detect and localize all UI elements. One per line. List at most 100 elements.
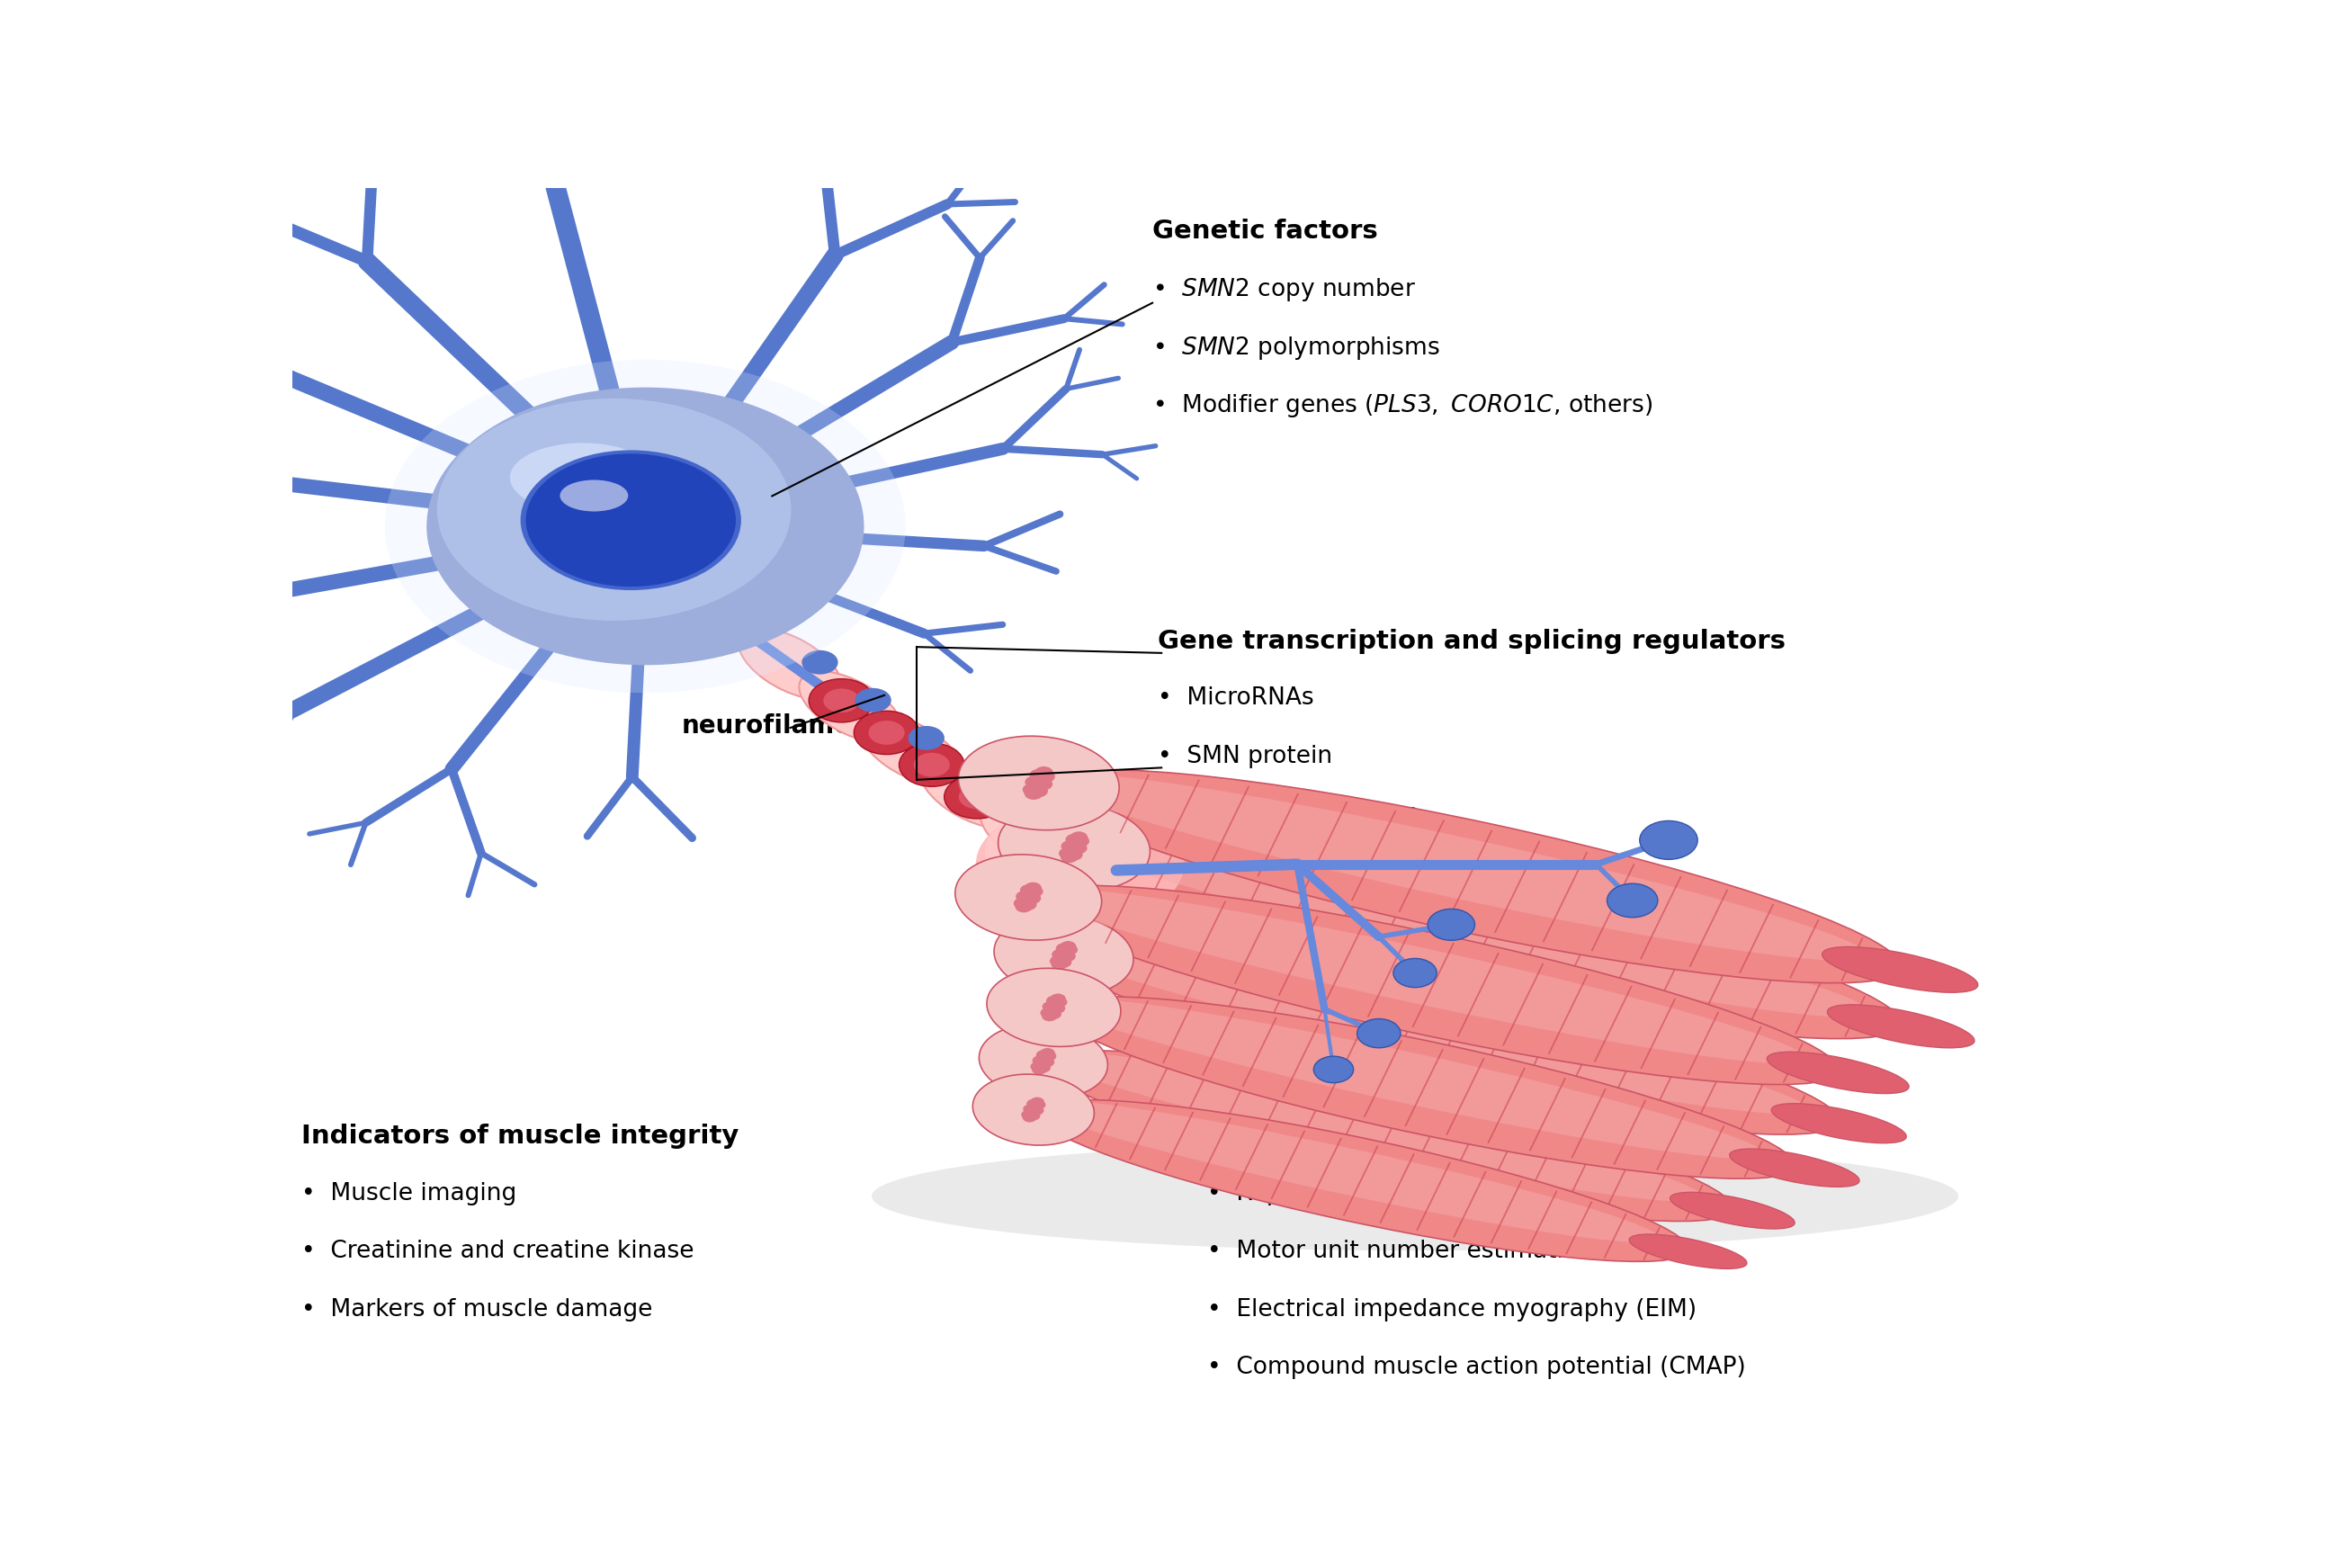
Circle shape	[1035, 770, 1054, 782]
Circle shape	[1066, 840, 1082, 853]
Circle shape	[1028, 784, 1047, 797]
Ellipse shape	[986, 969, 1122, 1046]
Ellipse shape	[1033, 1099, 1662, 1242]
Circle shape	[1024, 1113, 1038, 1123]
Circle shape	[1031, 1098, 1045, 1107]
Circle shape	[1019, 898, 1038, 911]
Circle shape	[1024, 787, 1042, 800]
Ellipse shape	[1028, 886, 1839, 1085]
Text: neurofilament: neurofilament	[682, 713, 881, 739]
Ellipse shape	[956, 855, 1101, 941]
Ellipse shape	[979, 1024, 1108, 1099]
Circle shape	[1061, 944, 1077, 955]
Ellipse shape	[1075, 837, 1870, 1018]
Ellipse shape	[1729, 1149, 1860, 1187]
Circle shape	[1070, 831, 1087, 844]
Circle shape	[1056, 950, 1073, 961]
Circle shape	[1040, 1008, 1056, 1018]
Circle shape	[1428, 909, 1475, 941]
Text: •  Motor unit number estimation (MUNE): • Motor unit number estimation (MUNE)	[1206, 1240, 1690, 1264]
Ellipse shape	[972, 1074, 1094, 1145]
Text: Genetic factors: Genetic factors	[1152, 218, 1379, 243]
Circle shape	[1056, 956, 1073, 967]
Circle shape	[1035, 1063, 1052, 1073]
Text: •  Electrical impedance myography (EIM): • Electrical impedance myography (EIM)	[1206, 1298, 1697, 1322]
Ellipse shape	[428, 387, 865, 665]
Ellipse shape	[509, 442, 657, 513]
Circle shape	[1019, 884, 1038, 895]
Circle shape	[1033, 778, 1052, 790]
Circle shape	[1026, 1112, 1040, 1121]
Ellipse shape	[799, 671, 902, 742]
Text: Gene transcription and splicing regulators: Gene transcription and splicing regulato…	[1157, 629, 1785, 654]
Circle shape	[1014, 801, 1052, 826]
Ellipse shape	[1767, 1052, 1909, 1093]
Ellipse shape	[1033, 1099, 1690, 1262]
Circle shape	[1026, 776, 1045, 789]
Circle shape	[1070, 842, 1087, 855]
Ellipse shape	[982, 801, 1082, 872]
Circle shape	[914, 753, 949, 776]
Circle shape	[1052, 960, 1068, 971]
Ellipse shape	[1031, 887, 1807, 1063]
Circle shape	[1035, 1051, 1052, 1060]
Text: •  Compound muscle action potential (CMAP): • Compound muscle action potential (CMAP…	[1206, 1356, 1746, 1380]
Circle shape	[1358, 1019, 1400, 1047]
Circle shape	[958, 786, 996, 809]
Text: •  Methylation factors: • Methylation factors	[1157, 803, 1416, 826]
Ellipse shape	[998, 803, 1150, 892]
Text: •  Creatinine and creatine kinase: • Creatinine and creatine kinase	[301, 1240, 694, 1264]
Ellipse shape	[1073, 834, 1902, 1038]
Ellipse shape	[1771, 1104, 1907, 1143]
Ellipse shape	[437, 398, 792, 621]
Ellipse shape	[521, 450, 741, 590]
Ellipse shape	[958, 735, 1119, 829]
Circle shape	[1313, 1057, 1353, 1083]
Circle shape	[1049, 1004, 1066, 1013]
Circle shape	[1026, 1099, 1040, 1109]
Circle shape	[1049, 955, 1066, 966]
Circle shape	[1066, 848, 1082, 861]
Circle shape	[1019, 892, 1038, 903]
Ellipse shape	[1038, 770, 1900, 983]
Circle shape	[1042, 1002, 1059, 1011]
Text: •  Modifier genes ($\it{PLS3}$$,\ $$\it{CORO1C}$, others): • Modifier genes ($\it{PLS3}$$,\ $$\it{C…	[1152, 392, 1652, 419]
Circle shape	[944, 775, 1010, 818]
Ellipse shape	[977, 804, 1185, 925]
Circle shape	[1059, 847, 1077, 859]
Ellipse shape	[860, 715, 963, 786]
Ellipse shape	[1054, 997, 1764, 1159]
Circle shape	[1052, 949, 1068, 960]
Circle shape	[909, 726, 944, 750]
Circle shape	[809, 679, 874, 723]
Circle shape	[1040, 1057, 1054, 1068]
Circle shape	[1059, 950, 1075, 961]
Circle shape	[1026, 1105, 1040, 1115]
Ellipse shape	[1828, 1005, 1975, 1047]
Circle shape	[1061, 840, 1080, 853]
Text: Muscle response measurement: Muscle response measurement	[1206, 1124, 1666, 1149]
Circle shape	[900, 743, 965, 787]
Circle shape	[1042, 1051, 1056, 1062]
Circle shape	[853, 710, 918, 754]
Ellipse shape	[561, 480, 629, 511]
Circle shape	[1024, 784, 1042, 797]
Ellipse shape	[526, 453, 736, 586]
Circle shape	[855, 688, 890, 712]
Ellipse shape	[386, 359, 907, 693]
Circle shape	[1035, 1057, 1052, 1066]
Ellipse shape	[1042, 1051, 1704, 1201]
Text: •  $\it{SMN2}$ copy number: • $\it{SMN2}$ copy number	[1152, 276, 1416, 303]
Ellipse shape	[1042, 1051, 1734, 1221]
Ellipse shape	[1629, 1234, 1746, 1269]
Ellipse shape	[1671, 1192, 1795, 1229]
Circle shape	[802, 651, 839, 674]
Text: •  $\it{SMN2}$ polymorphisms: • $\it{SMN2}$ polymorphisms	[1152, 334, 1440, 361]
Circle shape	[1031, 768, 1049, 781]
Circle shape	[1031, 1101, 1045, 1110]
Text: •  Long non-coding RNAs: • Long non-coding RNAs	[1157, 861, 1456, 884]
Circle shape	[1017, 891, 1033, 902]
Ellipse shape	[984, 808, 1138, 897]
Circle shape	[1608, 884, 1657, 917]
Ellipse shape	[921, 757, 1021, 828]
